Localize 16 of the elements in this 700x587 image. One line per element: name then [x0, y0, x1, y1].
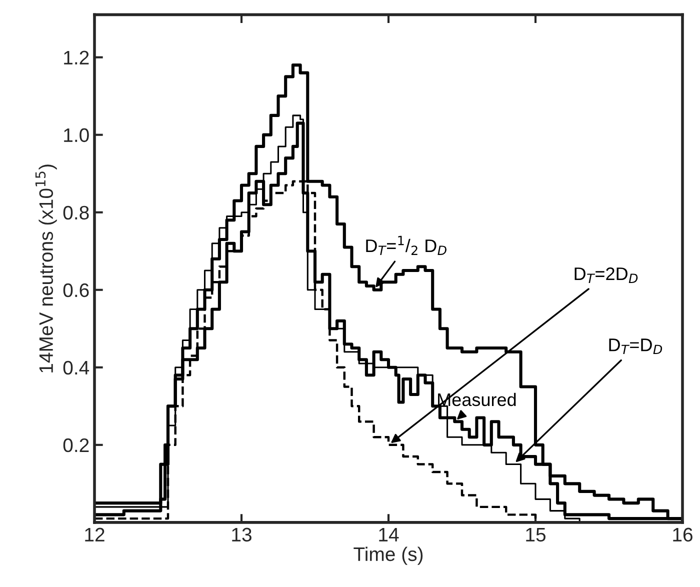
- y-tick-label: 1.0: [64, 128, 89, 142]
- y-tick-label: 0.4: [63, 360, 90, 375]
- series-label: D$_{T}$=$^{1}$/$_{2}$ D$_{D}$: [366, 236, 446, 255]
- y-tick-label: 0.2: [63, 438, 89, 452]
- y-tick-label: 0.8: [63, 206, 89, 220]
- x-tick-label: 16: [673, 528, 692, 542]
- text: D$_{T}$=2D$_{D}$: [574, 267, 638, 283]
- x-tick-label: 15: [526, 528, 546, 542]
- text: D$_{T}$=D$_{D}$: [609, 338, 662, 354]
- x-axis-title: Time (s): [354, 546, 423, 565]
- x-tick-label: 13: [232, 528, 252, 542]
- y-axis-title: 14MeV neutrons (x10$^{15}$): [35, 164, 57, 372]
- x-tick-label: 12: [85, 528, 104, 542]
- y-tick-label: 1.2: [64, 50, 89, 64]
- x-tick-label: 14: [379, 528, 399, 542]
- y-tick-label: 0.6: [63, 283, 89, 298]
